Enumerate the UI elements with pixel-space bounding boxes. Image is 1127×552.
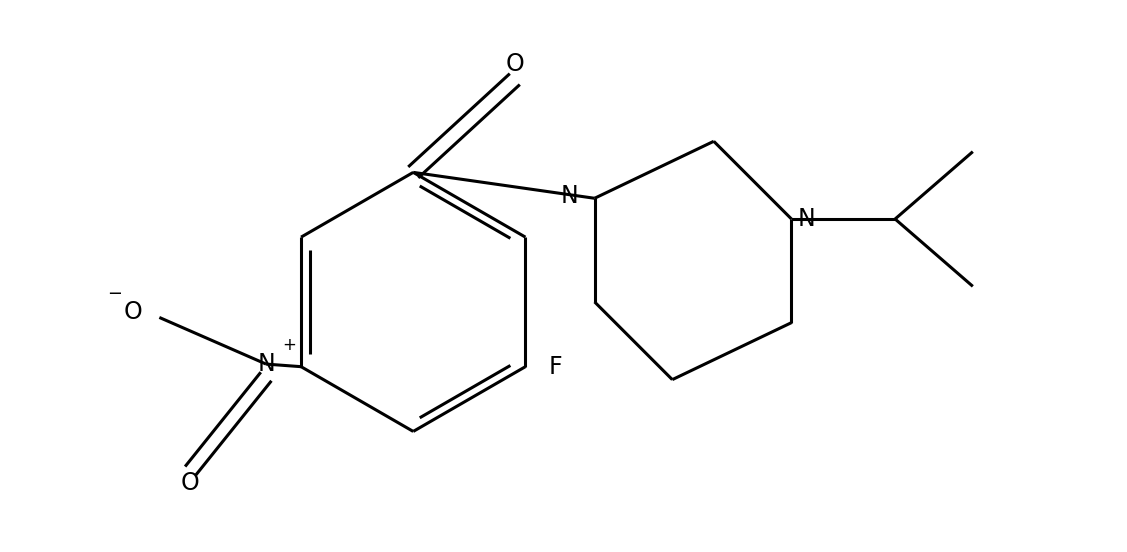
Text: O: O [505, 51, 524, 76]
Text: N: N [798, 207, 816, 231]
Text: −: − [107, 285, 122, 302]
Text: O: O [124, 300, 143, 324]
Text: N: N [257, 352, 275, 376]
Text: O: O [181, 471, 199, 495]
Text: F: F [548, 355, 562, 379]
Text: +: + [282, 336, 295, 354]
Text: N: N [560, 184, 578, 208]
